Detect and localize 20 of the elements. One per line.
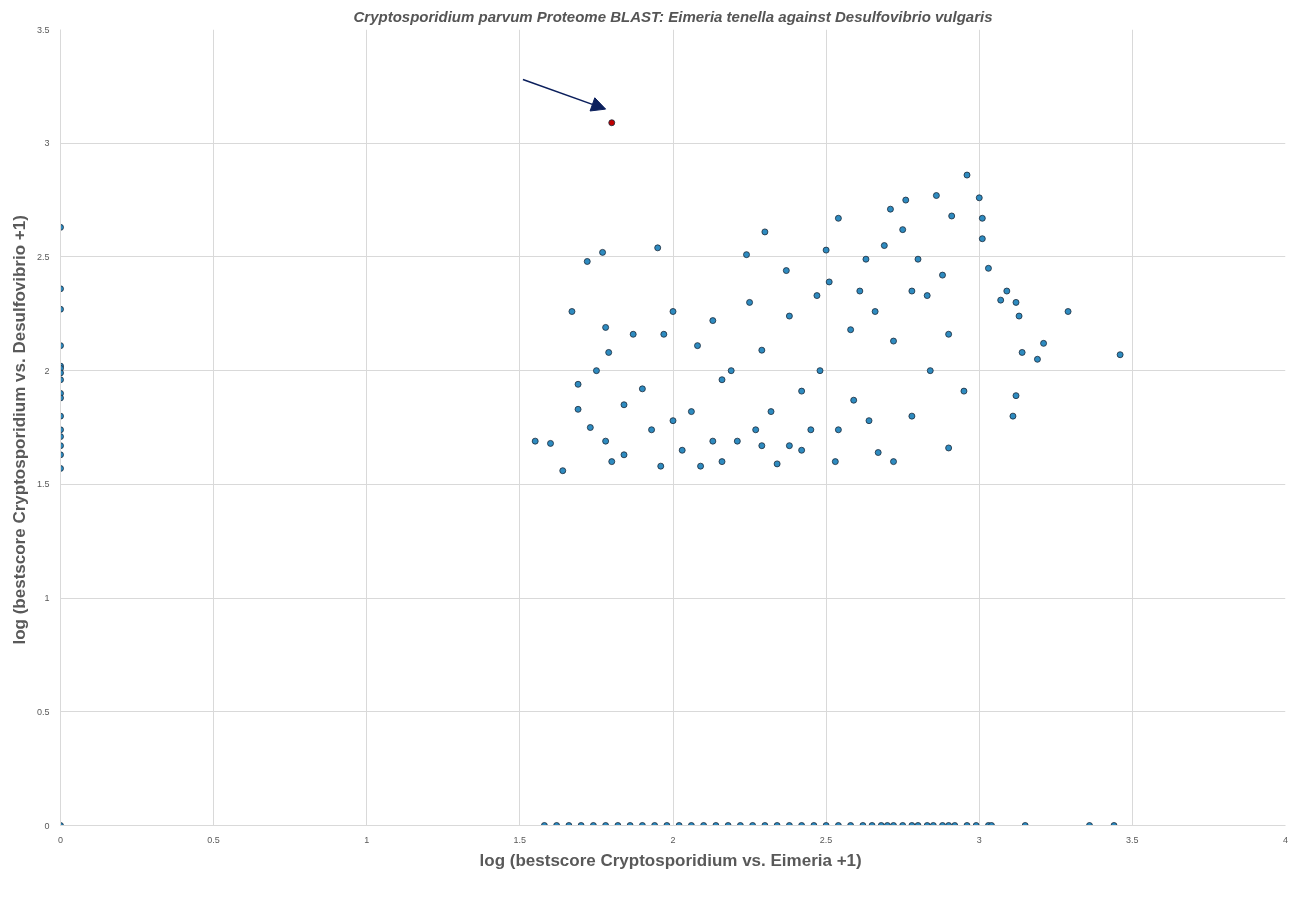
y-tick-label: 2 bbox=[44, 365, 50, 376]
y-tick-label: 0 bbox=[44, 820, 50, 831]
chart-title: Cryptosporidium parvum Proteome BLAST: Eimeria tenella against Desulfovibrio vulgaris bbox=[353, 7, 993, 25]
x-tick-label: 2.5 bbox=[819, 834, 833, 845]
y-axis-title: log (bestscore Cryptosporidium vs. Desulfovibrio +1) bbox=[9, 215, 29, 645]
y-tick-label: 2.5 bbox=[36, 251, 50, 262]
y-tick-label: 3.5 bbox=[36, 24, 50, 35]
x-tick-label: 0 bbox=[58, 834, 64, 845]
x-tick-label: 4 bbox=[1283, 834, 1289, 845]
x-axis-title: log (bestscore Cryptosporidium vs. Eimeria +1) bbox=[479, 850, 862, 870]
x-tick-label: 0.5 bbox=[207, 834, 220, 845]
y-tick-label: 1.5 bbox=[36, 479, 50, 490]
y-tick-label: 3 bbox=[44, 138, 50, 149]
x-tick-label: 2 bbox=[670, 834, 676, 845]
x-tick-label: 1.5 bbox=[513, 834, 527, 845]
x-tick-label: 1 bbox=[364, 834, 370, 845]
x-tick-label: 3.5 bbox=[1126, 834, 1139, 845]
x-tick-label: 3 bbox=[976, 834, 982, 845]
y-tick-label: 1 bbox=[44, 593, 50, 604]
y-tick-label: 0.5 bbox=[36, 706, 50, 717]
